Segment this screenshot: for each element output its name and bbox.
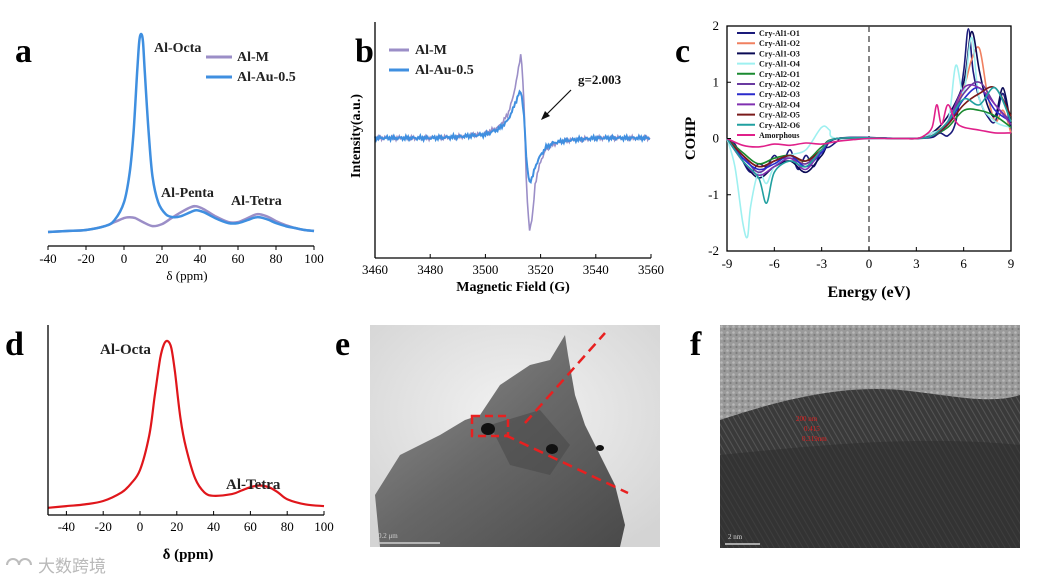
legend-label: Cry-Al1-O1 bbox=[759, 29, 800, 38]
legend-label: Cry-Al2-O4 bbox=[759, 100, 800, 109]
legend-label: Cry-Al2-O3 bbox=[759, 90, 800, 99]
x-tick-label: 60 bbox=[244, 519, 257, 534]
red-dashed-line-lower bbox=[504, 433, 629, 495]
x-tick-label: 0 bbox=[121, 251, 128, 266]
x-tick-label: 100 bbox=[314, 519, 334, 534]
y-tick-label: -2 bbox=[708, 243, 719, 258]
x-axis-label: Energy (eV) bbox=[827, 284, 910, 301]
legend-label: Cry-Al1-O3 bbox=[759, 49, 800, 58]
lattice-annotation-2: 0.415 bbox=[804, 425, 820, 433]
y-tick-label: 2 bbox=[713, 18, 720, 33]
x-tick-label: 60 bbox=[232, 251, 245, 266]
chart-b: 3460 3480 3500 3520 3540 3560 Magnetic Field (… bbox=[349, 22, 664, 295]
x-tick-label: 40 bbox=[194, 251, 207, 266]
legend-label: Cry-Al1-O4 bbox=[759, 60, 800, 69]
red-dashed-box bbox=[470, 414, 510, 438]
series-amorphous bbox=[726, 103, 1012, 148]
y-tick-label: 1 bbox=[713, 74, 720, 89]
watermark-logo-icon bbox=[6, 557, 32, 565]
legend-label: Al-M bbox=[237, 50, 269, 65]
x-tick-label: -6 bbox=[769, 256, 780, 271]
x-axis-label: δ (ppm) bbox=[163, 547, 214, 563]
legend-label: Al-Au-0.5 bbox=[415, 63, 474, 78]
series-cry-al1-o1 bbox=[726, 27, 1012, 174]
tem-image-e-drawing: 0.2 μm bbox=[370, 325, 660, 547]
annotation-al-tetra: Al-Tetra bbox=[231, 194, 282, 209]
x-tick-label: 80 bbox=[270, 251, 283, 266]
scale-bar-e: 0.2 μm bbox=[378, 532, 398, 540]
watermark-text: 大数跨境 bbox=[38, 557, 106, 577]
x-tick-label: -3 bbox=[816, 256, 827, 271]
x-axis-label: δ (ppm) bbox=[166, 268, 207, 283]
series-al-au-0-5 bbox=[47, 32, 315, 234]
scale-bar-f: 2 nm bbox=[728, 533, 743, 541]
series-d bbox=[47, 339, 325, 509]
chart-c: -9 -6 -3 0 3 6 9 -2 -1 0 1 2 Energy (eV) COHP Cry-Al1-… bbox=[683, 18, 1015, 301]
x-tick-label: 80 bbox=[281, 519, 294, 534]
x-tick-label: 20 bbox=[170, 519, 183, 534]
x-tick-label: 0 bbox=[866, 256, 873, 271]
panel-label-b: b bbox=[355, 33, 374, 70]
x-tick-label: 3480 bbox=[417, 262, 443, 277]
legend-label: Amorphous bbox=[759, 131, 799, 140]
annotation-arrow bbox=[542, 89, 572, 119]
chart-d: -40 -20 0 20 40 60 80 100 δ (ppm) Al-Octa Al-Tetra bbox=[47, 325, 334, 563]
x-tick-label: 6 bbox=[960, 256, 967, 271]
x-tick-label: 100 bbox=[304, 251, 324, 266]
x-tick-label: 3560 bbox=[638, 262, 664, 277]
legend-label: Al-M bbox=[415, 43, 447, 58]
x-tick-label: 0 bbox=[137, 519, 144, 534]
legend-label: Cry-Al1-O2 bbox=[759, 39, 800, 48]
x-tick-label: -40 bbox=[39, 251, 56, 266]
panel-label-d: d bbox=[5, 326, 24, 363]
lattice-annotation-3: 0.319nm bbox=[802, 435, 827, 443]
annotation-g-value: g=2.003 bbox=[578, 72, 622, 87]
x-tick-label: -20 bbox=[95, 519, 112, 534]
x-axis-label: Magnetic Field (G) bbox=[456, 280, 570, 295]
y-tick-label: 0 bbox=[713, 131, 720, 146]
panel-label-f: f bbox=[690, 326, 702, 363]
panel-label-e: e bbox=[335, 326, 351, 363]
series-cry-al2-o6 bbox=[726, 86, 1012, 205]
panel-label-a: a bbox=[15, 33, 32, 70]
y-axis-label: Intensity(a.u.) bbox=[349, 94, 364, 178]
hrtem-image-f: 2 nm 200 nm 0.415 0.319nm bbox=[720, 325, 1020, 548]
y-tick-label: -1 bbox=[708, 187, 719, 202]
tem-image-e: 0.2 μm bbox=[370, 325, 660, 547]
x-tick-label: 3520 bbox=[528, 262, 554, 277]
series-al-au-0-5 bbox=[374, 89, 651, 185]
panel-label-c: c bbox=[675, 33, 691, 70]
y-axis-label: COHP bbox=[683, 117, 699, 160]
x-tick-label: 40 bbox=[207, 519, 220, 534]
series-al-m bbox=[47, 204, 315, 234]
red-dashed-line-upper bbox=[524, 332, 606, 424]
legend-label: Cry-Al2-O2 bbox=[759, 80, 800, 89]
x-tick-label: -9 bbox=[722, 256, 733, 271]
hrtem-image-f-drawing: 2 nm 200 nm 0.415 0.319nm bbox=[720, 325, 1020, 548]
x-tick-label: 3500 bbox=[472, 262, 498, 277]
x-tick-label: 3540 bbox=[583, 262, 609, 277]
chart-a: -40 -20 0 20 40 60 80 100 δ (ppm) Al-Octa Al-Penta… bbox=[39, 32, 324, 283]
annotation-al-penta: Al-Penta bbox=[161, 186, 214, 201]
annotation-al-octa: Al-Octa bbox=[154, 41, 201, 56]
legend-label: Cry-Al2-O1 bbox=[759, 70, 800, 79]
annotation-al-tetra: Al-Tetra bbox=[226, 477, 281, 493]
legend-label: Al-Au-0.5 bbox=[237, 70, 296, 85]
annotation-arrowhead bbox=[541, 111, 550, 120]
legend-label: Cry-Al2-O5 bbox=[759, 111, 800, 120]
x-tick-label: 9 bbox=[1008, 256, 1015, 271]
lattice-annotation-1: 200 nm bbox=[796, 415, 818, 423]
x-tick-label: -40 bbox=[58, 519, 75, 534]
legend-label: Cry-Al2-O6 bbox=[759, 121, 800, 130]
x-tick-label: 20 bbox=[156, 251, 169, 266]
x-tick-label: 3460 bbox=[362, 262, 388, 277]
series-cry-al1-o4 bbox=[726, 36, 1012, 239]
x-tick-label: 3 bbox=[913, 256, 920, 271]
annotation-al-octa: Al-Octa bbox=[100, 342, 151, 358]
watermark: 大数跨境 bbox=[4, 552, 106, 577]
x-tick-label: -20 bbox=[77, 251, 94, 266]
